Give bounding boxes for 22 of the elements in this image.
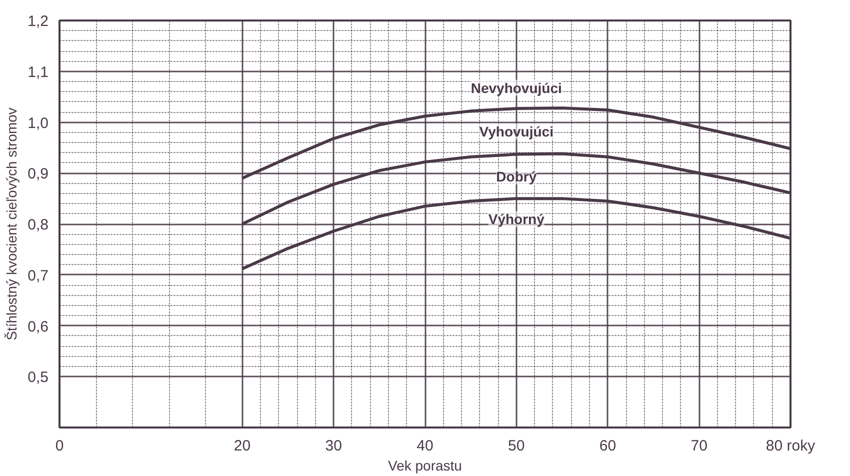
x-axis-title: Vek porastu bbox=[388, 458, 462, 474]
annotation: Dobrý bbox=[496, 168, 537, 184]
y-tick-label: 0,7 bbox=[28, 267, 49, 284]
annotation: Vyhovujúci bbox=[479, 123, 554, 140]
x-tick-label: 80 roky bbox=[766, 438, 816, 454]
y-tick-label: 1,1 bbox=[28, 64, 49, 81]
x-tick-label: 40 bbox=[416, 438, 434, 454]
y-tick-label: 1,0 bbox=[28, 114, 49, 132]
y-tick-label: 0,6 bbox=[28, 318, 49, 336]
y-tick-label: 0,8 bbox=[28, 216, 49, 234]
x-tick-label: 30 bbox=[325, 438, 342, 454]
annotation: Výhorný bbox=[488, 211, 545, 228]
y-axis-title: Štíhlostný kvocient cieľových stromov bbox=[4, 108, 20, 340]
x-tick-label: 70 bbox=[690, 438, 708, 454]
y-tick-label: 0,5 bbox=[28, 369, 49, 386]
x-tick-label: 20 bbox=[234, 438, 251, 454]
x-tick-label: 0 bbox=[55, 438, 64, 454]
annotation: Nevyhovujúci bbox=[470, 80, 562, 96]
y-tick-label: 1,2 bbox=[28, 13, 49, 30]
x-tick-label: 50 bbox=[508, 438, 525, 454]
y-tick-label: 0,9 bbox=[28, 166, 49, 183]
x-tick-label: 60 bbox=[599, 438, 616, 454]
